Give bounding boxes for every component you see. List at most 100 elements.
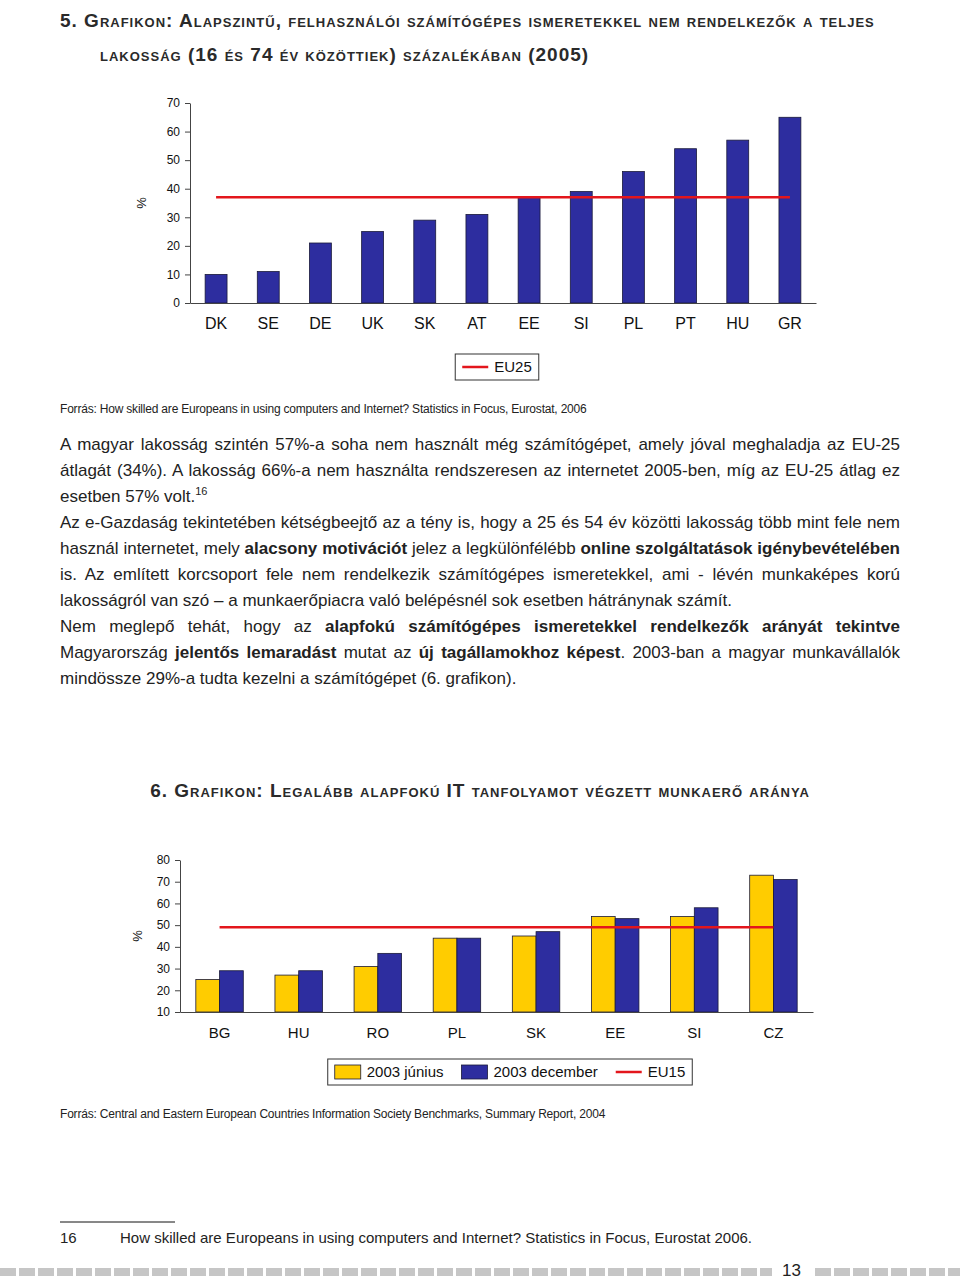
- x-axis: DKSEDEUKSKATEESIPLPTHUGR: [191, 303, 817, 332]
- x-tick-label: UK: [361, 315, 384, 332]
- plot-area: [205, 117, 801, 303]
- x-tick-label: CZ: [763, 1024, 783, 1041]
- y-tick-label: 70: [157, 875, 171, 889]
- y-tick: 80: [157, 853, 180, 867]
- y-axis: 010203040506070: [167, 96, 191, 310]
- x-tick-label: DE: [309, 315, 331, 332]
- y-tick-label: 50: [167, 153, 181, 167]
- chart: 010203040506070DKSEDEUKSKATEESIPLPTHUGR%…: [134, 96, 817, 380]
- x-tick-label: SK: [526, 1024, 546, 1041]
- bar: [570, 192, 592, 303]
- chart-title: 6. Grafikon: Legalább alapfokú IT tanfol…: [60, 774, 900, 808]
- legend-box: [455, 354, 539, 380]
- x-tick: PL: [448, 1012, 466, 1041]
- y-tick: 50: [157, 918, 180, 932]
- y-tick-mark: [175, 903, 180, 904]
- bar: [518, 197, 540, 303]
- legend-box: [328, 1059, 693, 1085]
- legend-item: EU25: [462, 358, 532, 375]
- y-axis-line: [180, 861, 181, 1013]
- x-tick-label: PL: [624, 315, 644, 332]
- bar: [362, 232, 384, 303]
- x-tick-label: SI: [687, 1024, 701, 1041]
- bar: [615, 919, 639, 1012]
- x-tick: SI: [574, 303, 589, 332]
- y-tick-mark: [175, 860, 180, 861]
- chart-title: 5. Grafikon: Alapszintű, felhasználói sz…: [60, 4, 920, 72]
- y-tick-label: 0: [173, 296, 180, 310]
- x-tick-label: HU: [288, 1024, 310, 1041]
- y-axis-title: %: [134, 197, 149, 209]
- y-axis-line: [190, 104, 191, 304]
- x-tick: DE: [309, 303, 331, 332]
- chart-source: Forrás: How skilled are Europeans in usi…: [60, 402, 587, 416]
- bar: [591, 916, 615, 1012]
- x-tick-label: SK: [414, 315, 436, 332]
- text-run: mutat az: [336, 643, 418, 662]
- x-tick: GR: [778, 303, 802, 332]
- x-tick: SE: [258, 303, 279, 332]
- bar: [378, 953, 402, 1012]
- x-tick-label: PT: [675, 315, 696, 332]
- x-tick: CZ: [763, 1012, 783, 1041]
- y-tick-mark: [175, 882, 180, 883]
- x-axis-line: [191, 303, 817, 304]
- y-tick-label: 70: [167, 96, 181, 110]
- y-tick: 20: [157, 984, 180, 998]
- reference-line: [216, 196, 790, 199]
- y-tick-label: 80: [157, 853, 171, 867]
- bar: [275, 975, 299, 1012]
- x-tick-label: EE: [518, 315, 539, 332]
- y-tick-mark: [185, 274, 190, 275]
- x-tick: PT: [675, 303, 696, 332]
- y-tick-mark: [185, 246, 190, 247]
- y-tick-mark: [175, 969, 180, 970]
- paragraph: A magyar lakosság szintén 57%-a soha nem…: [60, 432, 900, 510]
- bar: [727, 140, 749, 303]
- text-run: alacsony motivációt: [245, 539, 408, 558]
- y-tick: 60: [167, 125, 190, 139]
- x-tick-label: SI: [574, 315, 589, 332]
- x-tick: DK: [205, 303, 228, 332]
- text-run: alapfokú számítógépes ismeretekkel rende…: [325, 617, 900, 636]
- y-tick: 30: [157, 962, 180, 976]
- y-tick-label: 30: [157, 962, 171, 976]
- x-tick: PL: [624, 303, 644, 332]
- legend-item: 2003 június: [335, 1063, 444, 1080]
- bar: [466, 214, 488, 303]
- x-tick-label: AT: [467, 315, 486, 332]
- y-tick-label: 40: [157, 940, 171, 954]
- y-tick-mark: [185, 189, 190, 190]
- paragraph: Az e-Gazdaság tekintetében kétségbeejtő …: [60, 510, 900, 614]
- paragraph: Nem meglepő tehát, hogy az alapfokú szám…: [60, 614, 900, 692]
- y-tick: 60: [157, 897, 180, 911]
- y-tick-mark: [185, 132, 190, 133]
- x-tick: EE: [605, 1012, 625, 1041]
- y-tick-mark: [185, 103, 190, 104]
- footnote-ref: 16: [195, 485, 207, 497]
- bar: [309, 243, 331, 303]
- bar: [196, 979, 220, 1012]
- x-tick: EE: [518, 303, 539, 332]
- text-run: Nem meglepő tehát, hogy az: [60, 617, 325, 636]
- text-run: jelez a legkülönfélébb: [407, 539, 580, 558]
- text-run: jelentős lemaradást: [175, 643, 336, 662]
- y-tick: 20: [167, 239, 190, 253]
- bar: [457, 938, 481, 1012]
- bar: [354, 966, 378, 1012]
- legend-label: 2003 június: [367, 1063, 444, 1080]
- bar: [536, 932, 560, 1012]
- x-tick-label: EE: [605, 1024, 625, 1041]
- bar: [512, 936, 536, 1012]
- page-number: 13: [782, 1261, 801, 1281]
- y-tick-mark: [185, 160, 190, 161]
- y-tick: 10: [167, 268, 190, 282]
- legend-swatch: [462, 366, 488, 369]
- x-tick-label: PL: [448, 1024, 466, 1041]
- x-tick: AT: [467, 303, 486, 332]
- reference-line: [220, 926, 774, 929]
- y-tick: 50: [167, 153, 190, 167]
- text-run: új tagállamokhoz képest: [419, 643, 621, 662]
- y-tick-label: 30: [167, 211, 181, 225]
- page-bar: [815, 1268, 960, 1276]
